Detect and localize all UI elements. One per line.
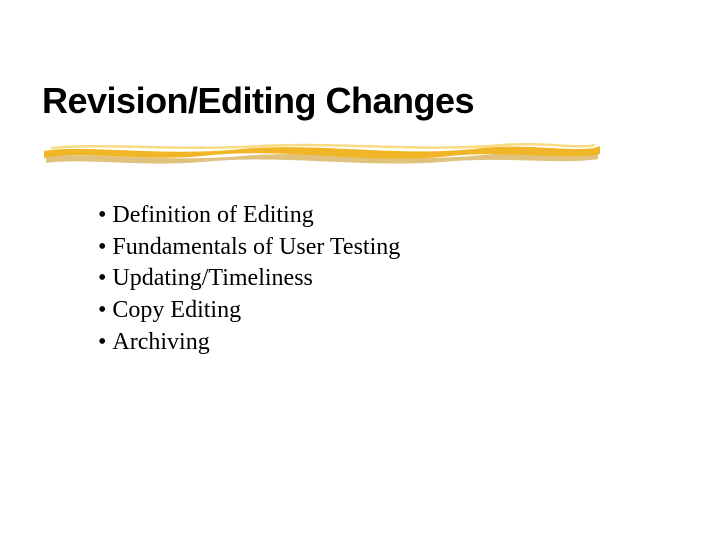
bullet-item: • Archiving [98,327,400,359]
slide-title: Revision/Editing Changes [42,80,474,122]
bullet-text: Updating/Timeliness [112,263,312,295]
bullet-text: Archiving [112,327,209,359]
bullet-item: • Definition of Editing [98,200,400,232]
bullet-list: • Definition of Editing • Fundamentals o… [98,200,400,358]
bullet-marker: • [98,200,106,232]
bullet-item: • Fundamentals of User Testing [98,232,400,264]
bullet-marker: • [98,232,106,264]
slide: Revision/Editing Changes • Definition of… [0,0,720,540]
bullet-item: • Copy Editing [98,295,400,327]
stroke-main [44,146,600,159]
bullet-item: • Updating/Timeliness [98,263,400,295]
bullet-marker: • [98,327,106,359]
underline-brush-stroke [42,137,602,167]
bullet-marker: • [98,263,106,295]
stroke-shadow [46,152,598,164]
bullet-marker: • [98,295,106,327]
bullet-text: Definition of Editing [112,200,313,232]
stroke-highlight [52,144,594,148]
bullet-text: Copy Editing [112,295,241,327]
bullet-text: Fundamentals of User Testing [112,232,400,264]
